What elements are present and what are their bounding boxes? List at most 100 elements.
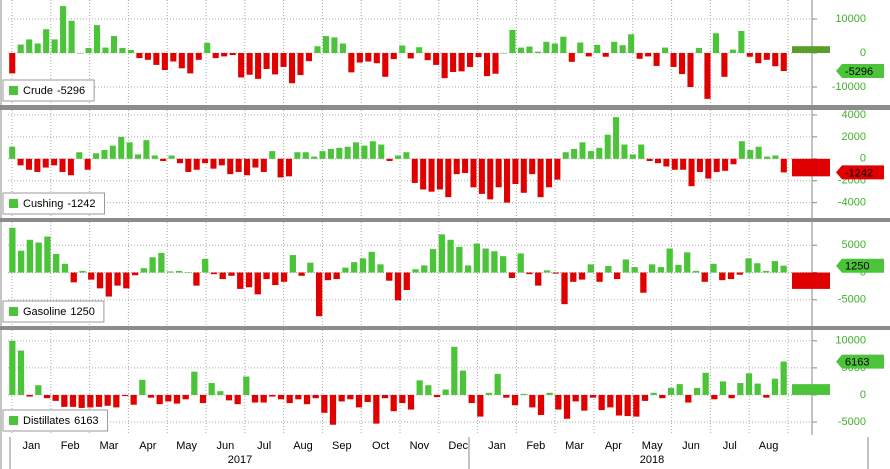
bar	[621, 144, 628, 159]
bar	[235, 158, 242, 172]
bar	[738, 141, 745, 159]
legend-label: Cushing -1242	[23, 198, 96, 210]
bar	[286, 394, 293, 404]
bar	[482, 248, 489, 273]
bar	[364, 394, 371, 402]
y-tick-label: 4000	[842, 109, 866, 121]
bar	[543, 41, 550, 54]
bar	[780, 265, 787, 273]
legend: Gasoline 1250	[2, 300, 105, 323]
bar	[260, 394, 267, 403]
bar	[517, 253, 524, 273]
bar	[78, 394, 85, 408]
bar	[202, 158, 209, 164]
latest-tag-label: -5296	[845, 66, 873, 78]
bar	[487, 158, 494, 200]
bar	[764, 156, 771, 159]
bar	[633, 394, 640, 417]
bar	[221, 53, 228, 57]
bar	[303, 394, 311, 405]
panel-separator	[0, 105, 890, 110]
bar	[121, 394, 129, 397]
bar	[246, 53, 253, 75]
bar	[42, 158, 49, 168]
bar	[654, 158, 662, 164]
bar	[459, 370, 467, 395]
latest-tag-label: 1250	[845, 261, 869, 273]
bar	[76, 152, 83, 159]
bar	[693, 387, 701, 395]
bar	[684, 252, 691, 273]
bar	[260, 158, 267, 172]
bar	[147, 394, 155, 398]
bar	[611, 41, 618, 54]
x-tick-label: Dec	[448, 440, 468, 452]
bar	[520, 393, 527, 395]
bar	[659, 394, 666, 399]
bar	[173, 394, 181, 404]
estimate-bar	[792, 272, 830, 289]
panel-separator	[0, 326, 890, 330]
bar	[353, 142, 360, 159]
bar	[462, 158, 469, 174]
x-tick-label: Nov	[410, 440, 430, 452]
bar	[93, 25, 101, 54]
bar	[622, 259, 630, 273]
bar	[467, 53, 474, 67]
bar	[578, 272, 586, 280]
bar	[473, 243, 481, 273]
bar	[344, 146, 351, 159]
bar	[509, 29, 516, 54]
bar	[234, 394, 241, 405]
bar	[79, 270, 86, 273]
bar	[688, 158, 695, 187]
bar	[719, 272, 726, 281]
bar	[311, 156, 318, 159]
bar	[581, 394, 588, 411]
legend-box	[2, 79, 95, 102]
bar	[368, 251, 375, 273]
bar	[17, 250, 25, 273]
bar	[251, 394, 259, 403]
bar	[175, 270, 183, 273]
bar	[424, 53, 431, 61]
bar	[403, 272, 410, 290]
bar	[754, 263, 761, 273]
bar	[712, 33, 719, 54]
bar	[263, 53, 270, 69]
bar	[229, 53, 236, 56]
bar	[158, 252, 165, 273]
bar	[730, 158, 737, 165]
bar	[365, 53, 372, 62]
x-tick-label: Feb	[61, 440, 80, 452]
x-tick-label: Mar	[100, 440, 119, 452]
bar	[535, 272, 542, 286]
bar	[329, 394, 337, 425]
bar	[695, 47, 703, 54]
bar	[692, 270, 700, 273]
bar	[456, 246, 463, 273]
bar	[136, 53, 143, 59]
bar	[321, 394, 328, 413]
x-tick-label: Jun	[682, 440, 700, 452]
bar	[571, 148, 578, 159]
bar	[187, 53, 194, 74]
bar	[35, 385, 42, 395]
legend-value: 1250	[70, 306, 94, 318]
bar	[170, 53, 177, 62]
bar	[500, 53, 508, 54]
bar	[34, 158, 41, 172]
latest-tag	[836, 354, 884, 369]
bar	[104, 394, 111, 406]
bar	[445, 158, 452, 198]
bar	[199, 394, 207, 404]
bar	[168, 155, 175, 159]
bar	[277, 158, 284, 178]
bar	[650, 392, 657, 395]
bar	[193, 158, 200, 170]
bar	[534, 51, 541, 54]
bar	[491, 251, 498, 273]
x-tick-label: Apr	[605, 440, 622, 452]
bar	[151, 155, 158, 159]
bar	[596, 147, 603, 159]
